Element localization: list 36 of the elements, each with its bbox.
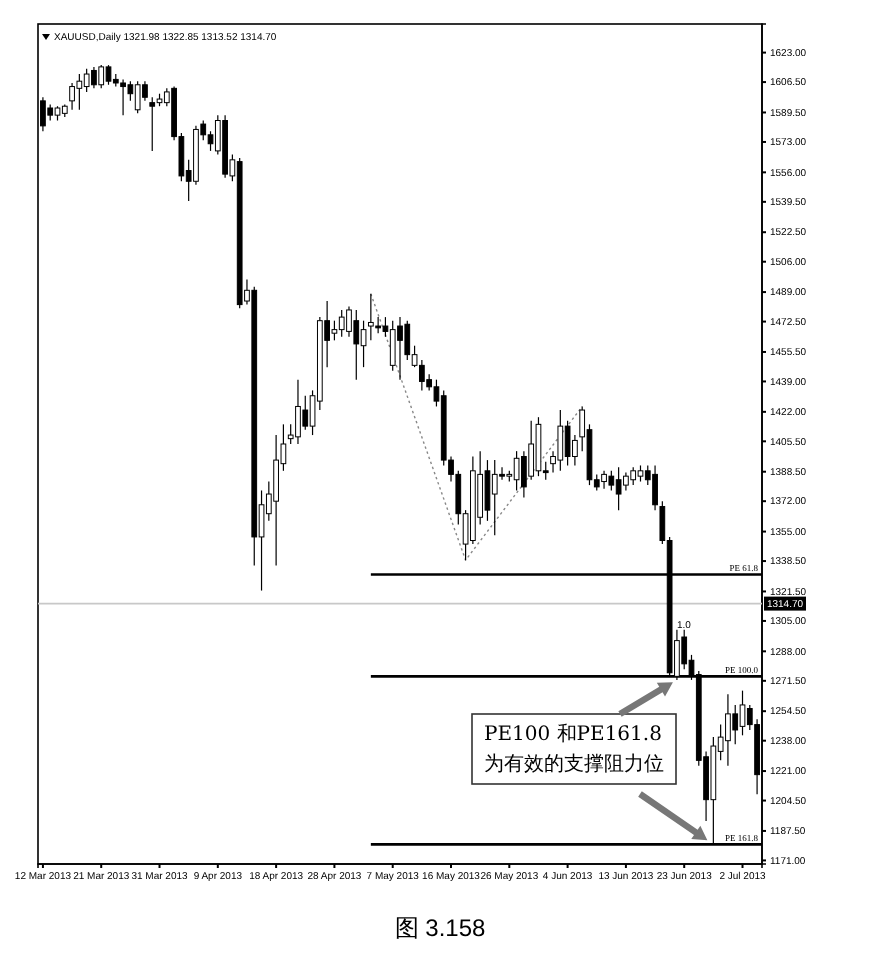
candlestick [83, 68, 90, 93]
candlestick [513, 450, 520, 492]
candlestick [302, 395, 309, 431]
candlestick [105, 64, 112, 86]
candlestick [725, 693, 731, 767]
candlestick [608, 470, 615, 492]
candlestick [491, 459, 498, 536]
candlestick [615, 466, 622, 511]
candlestick [120, 78, 126, 116]
candlestick [98, 64, 105, 89]
candlestick [389, 320, 396, 372]
candlestick [484, 459, 491, 522]
candlestick [91, 66, 97, 89]
candlestick [535, 416, 542, 477]
candlestick [397, 316, 403, 381]
candlestick [353, 309, 360, 381]
candlestick [338, 309, 345, 338]
candlestick [331, 320, 338, 341]
candlestick [367, 293, 374, 341]
candlestick [521, 450, 527, 499]
annotation: PE100 和PE161.8 为有效的支撑阻力位 [484, 722, 664, 776]
candlestick [418, 359, 425, 391]
candlestick [149, 96, 156, 152]
candlestick [739, 690, 746, 736]
candlestick [346, 305, 352, 338]
candlestick [564, 420, 571, 467]
candlestick [69, 82, 75, 111]
candlestick [134, 80, 141, 114]
candlestick [76, 73, 83, 111]
candlestick [557, 409, 564, 472]
candlestick [732, 704, 739, 745]
candlestick [273, 434, 279, 567]
caption: 图 3.158 [394, 914, 486, 942]
candlestick [142, 80, 148, 102]
candlestick [295, 379, 301, 445]
candlestick [601, 470, 607, 490]
